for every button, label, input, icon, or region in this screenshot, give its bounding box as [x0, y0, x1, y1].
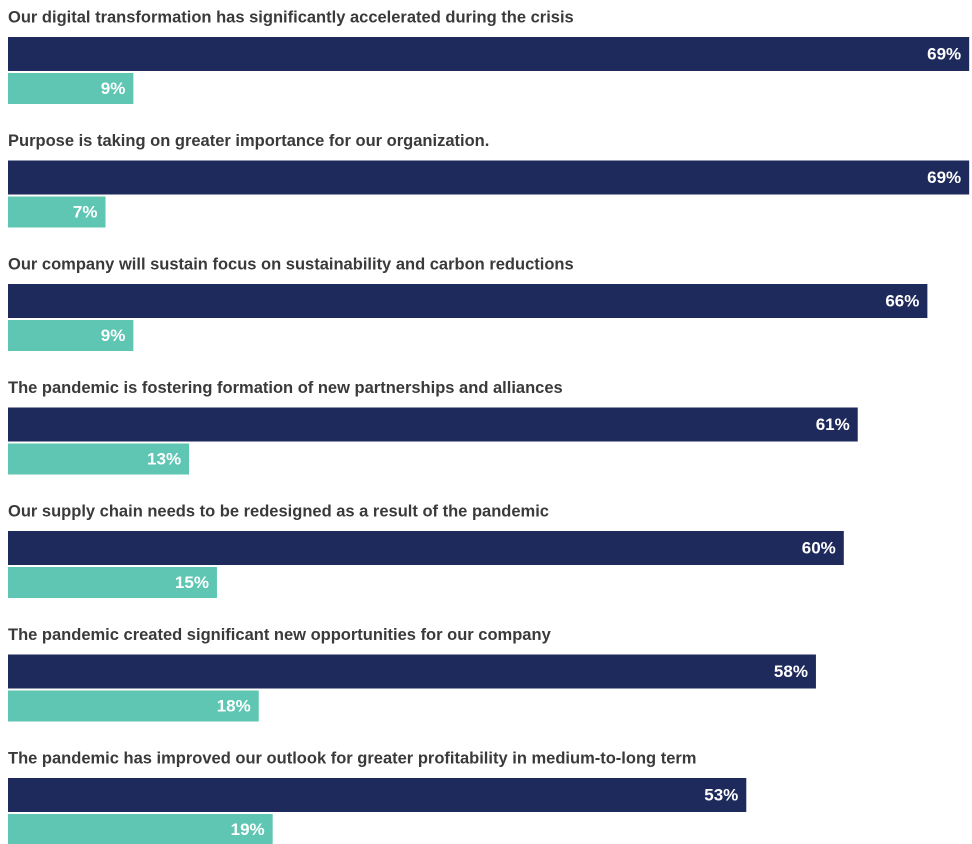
value-label: 9% — [101, 326, 126, 345]
category-label: The pandemic created significant new opp… — [8, 626, 552, 644]
value-label: 69% — [927, 44, 961, 63]
bar — [8, 443, 190, 475]
value-label: 18% — [217, 696, 251, 715]
value-label: 66% — [885, 291, 919, 310]
value-label: 19% — [231, 820, 265, 839]
value-label: 13% — [147, 449, 181, 468]
bar — [8, 160, 970, 195]
bar — [8, 567, 217, 598]
bar — [8, 320, 134, 351]
category-label: The pandemic has improved our outlook fo… — [8, 749, 696, 767]
bar — [8, 407, 858, 442]
value-label: 53% — [704, 785, 738, 804]
bar — [8, 690, 259, 722]
bar — [8, 196, 106, 228]
bar — [8, 73, 134, 104]
bar — [8, 778, 747, 812]
category-label: Our company will sustain focus on sustai… — [8, 255, 574, 273]
category-label: Our supply chain needs to be redesigned … — [8, 502, 549, 520]
value-label: 60% — [802, 538, 836, 557]
bar — [8, 814, 273, 844]
value-label: 7% — [73, 202, 98, 221]
category-label: Purpose is taking on greater importance … — [8, 132, 489, 150]
value-label: 61% — [816, 415, 850, 434]
bar — [8, 531, 844, 565]
bar — [8, 654, 816, 689]
value-label: 69% — [927, 168, 961, 187]
bar — [8, 37, 970, 71]
value-label: 58% — [774, 662, 808, 681]
category-label: The pandemic is fostering formation of n… — [8, 379, 563, 397]
bar — [8, 284, 928, 318]
value-label: 9% — [101, 79, 126, 98]
category-label: Our digital transformation has significa… — [8, 8, 574, 26]
value-label: 15% — [175, 573, 209, 592]
